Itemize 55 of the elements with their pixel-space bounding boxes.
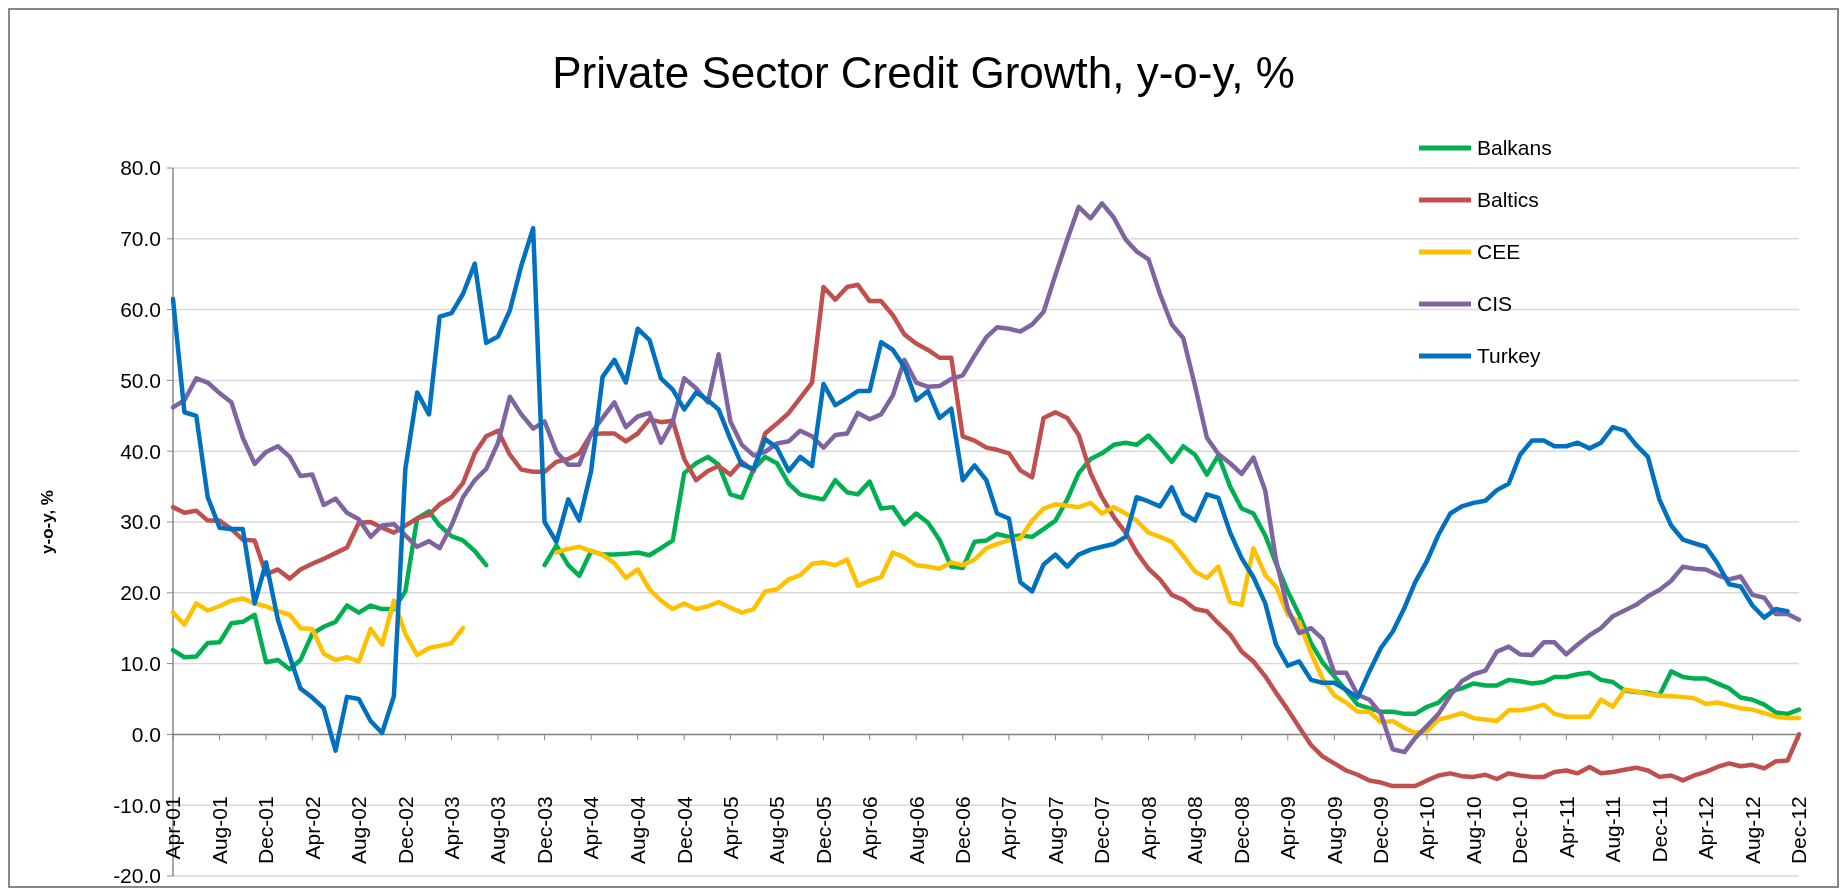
chart-title: Private Sector Credit Growth, y-o-y, %: [552, 48, 1295, 97]
x-tick-label: Aug-05: [765, 796, 789, 865]
x-tick-label: Apr-01: [161, 796, 185, 860]
legend-label: CEE: [1477, 240, 1521, 264]
x-tick-label: Aug-12: [1740, 796, 1764, 865]
legend-label: Balkans: [1477, 136, 1552, 160]
y-tick-label: 60.0: [120, 297, 161, 321]
x-tick-label: Apr-10: [1415, 796, 1439, 860]
y-tick-label: 80.0: [120, 156, 161, 180]
y-tick-label: -20.0: [113, 864, 161, 888]
x-tick-label: Apr-08: [1136, 796, 1160, 860]
x-tick-label: Dec-03: [532, 796, 556, 865]
x-tick-label: Apr-09: [1276, 796, 1300, 860]
x-tick-label: Dec-07: [1090, 796, 1114, 865]
x-tick-label: Apr-05: [718, 796, 742, 860]
x-tick-label: Dec-02: [393, 796, 417, 865]
x-tick-label: Dec-01: [254, 796, 278, 865]
x-tick-label: Dec-09: [1369, 796, 1393, 865]
x-tick-label: Dec-10: [1508, 796, 1532, 865]
x-tick-label: Apr-12: [1694, 796, 1718, 860]
x-tick-label: Aug-08: [1183, 796, 1207, 865]
x-tick-label: Aug-04: [626, 796, 650, 865]
x-tick-label: Dec-12: [1787, 796, 1811, 865]
x-tick-label: Apr-11: [1554, 796, 1578, 858]
x-tick-label: Dec-05: [811, 796, 835, 865]
x-tick-label: Apr-02: [300, 796, 324, 860]
y-tick-label: 50.0: [120, 368, 161, 392]
x-tick-label: Aug-07: [1043, 796, 1067, 865]
x-tick-label: Apr-06: [857, 796, 881, 860]
y-axis-title: y-o-y, %: [38, 490, 57, 554]
y-tick-label: 0.0: [131, 722, 161, 746]
x-tick-label: Aug-10: [1461, 796, 1485, 865]
y-tick-label: 10.0: [120, 651, 161, 675]
x-tick-label: Aug-01: [207, 796, 231, 865]
y-tick-label: -10.0: [113, 793, 161, 817]
x-tick-label: Dec-11: [1647, 796, 1671, 863]
x-tick-label: Aug-03: [486, 796, 510, 865]
x-tick-label: Aug-11: [1601, 796, 1625, 863]
y-tick-label: 70.0: [120, 227, 161, 251]
y-tick-label: 20.0: [120, 581, 161, 605]
x-tick-label: Dec-06: [951, 796, 975, 865]
y-tick-label: 30.0: [120, 510, 161, 534]
x-tick-label: Apr-04: [579, 796, 603, 860]
legend-label: Turkey: [1477, 344, 1541, 368]
x-tick-label: Aug-02: [347, 796, 371, 865]
x-tick-label: Apr-03: [439, 796, 463, 860]
legend-label: Baltics: [1477, 188, 1539, 212]
x-tick-label: Dec-04: [672, 796, 696, 865]
legend-label: CIS: [1477, 292, 1513, 316]
line-series: [170, 282, 1802, 789]
x-tick-label: Aug-06: [904, 796, 928, 865]
y-tick-label: 40.0: [120, 439, 161, 463]
x-tick-label: Apr-07: [997, 796, 1021, 860]
x-tick-label: Aug-09: [1322, 796, 1346, 865]
x-tick-label: Dec-08: [1229, 796, 1253, 865]
